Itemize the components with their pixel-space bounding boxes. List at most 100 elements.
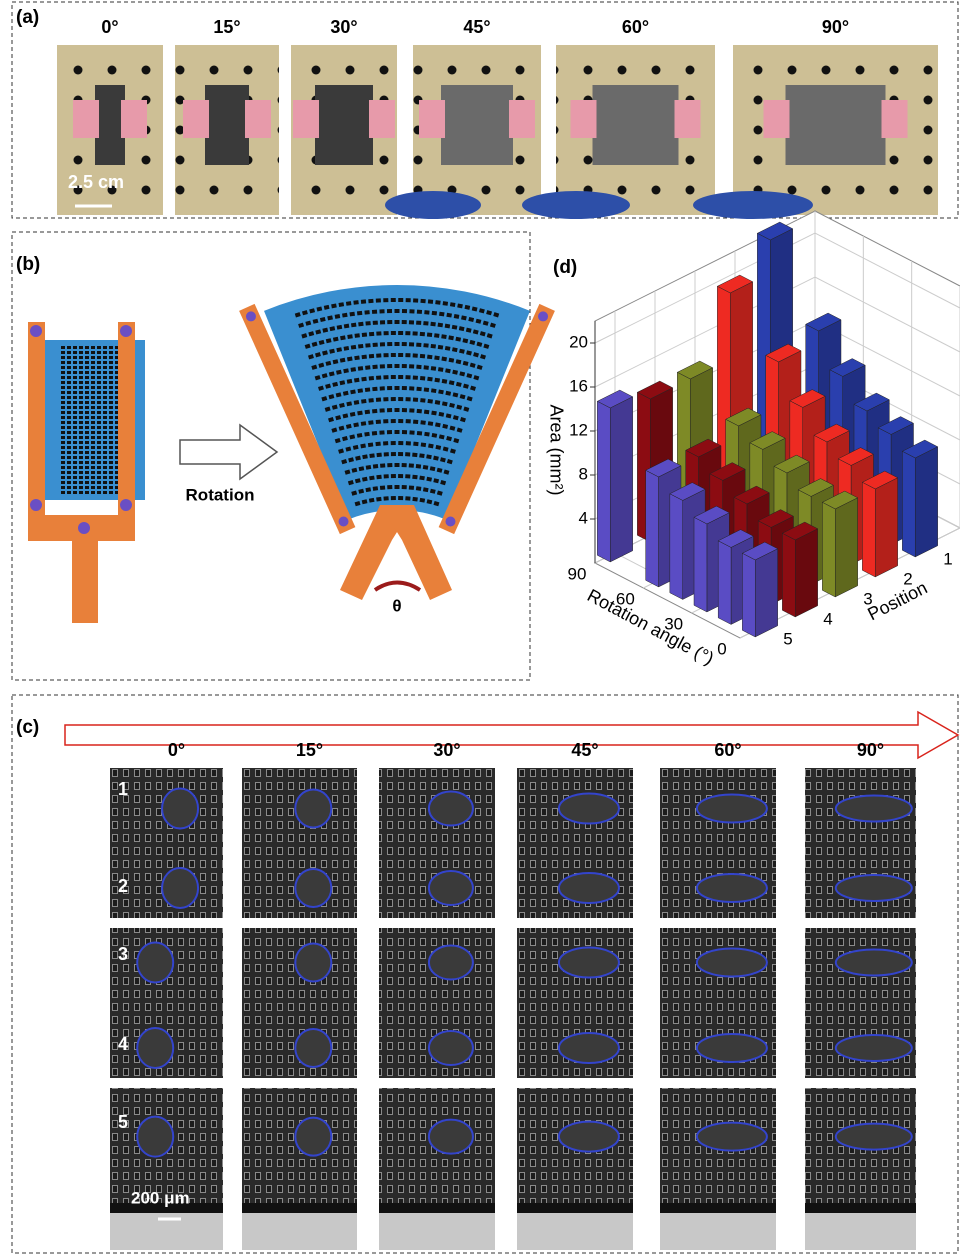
slot bbox=[409, 386, 414, 390]
panel-label: (b) bbox=[16, 254, 40, 275]
slot bbox=[344, 346, 350, 351]
substrate-light bbox=[805, 1213, 916, 1250]
slot bbox=[395, 309, 400, 313]
droplet bbox=[697, 874, 767, 902]
slot bbox=[446, 313, 452, 318]
droplet bbox=[836, 1035, 912, 1061]
position-label: 2 bbox=[118, 876, 128, 896]
slot bbox=[441, 357, 447, 362]
slot bbox=[391, 452, 396, 456]
panel-b-diagram: Rotation θ bbox=[28, 285, 548, 623]
slot bbox=[351, 323, 356, 328]
slot bbox=[445, 346, 451, 351]
slot bbox=[435, 300, 440, 305]
slot bbox=[391, 496, 396, 500]
slot bbox=[376, 475, 381, 480]
z-tick-label: 8 bbox=[579, 464, 588, 483]
z-tick-label: 12 bbox=[569, 420, 588, 439]
slot bbox=[431, 411, 437, 416]
slot bbox=[372, 310, 377, 314]
slot bbox=[380, 386, 385, 390]
droplet bbox=[559, 1033, 619, 1063]
angle-arc bbox=[375, 583, 420, 591]
panel-label: (d) bbox=[553, 257, 577, 278]
clamp bbox=[571, 100, 597, 138]
slot bbox=[402, 386, 407, 390]
slot bbox=[372, 365, 377, 369]
substrate-light bbox=[379, 1213, 495, 1250]
y-tick-label: 4 bbox=[823, 609, 832, 628]
slot bbox=[380, 342, 385, 346]
slot bbox=[380, 364, 385, 368]
position-label: 1 bbox=[118, 779, 128, 799]
slot bbox=[376, 298, 381, 302]
substrate-light bbox=[517, 1213, 633, 1250]
clamp bbox=[245, 100, 271, 138]
slot bbox=[428, 444, 434, 449]
droplet bbox=[429, 871, 473, 905]
frame-arm bbox=[118, 322, 135, 522]
glove bbox=[385, 191, 481, 219]
slot bbox=[368, 299, 373, 303]
slot bbox=[391, 331, 396, 335]
arrow bbox=[180, 425, 277, 479]
slot bbox=[424, 432, 430, 437]
slot bbox=[398, 452, 403, 456]
slot bbox=[438, 345, 444, 350]
slot bbox=[380, 485, 385, 489]
slot bbox=[383, 496, 388, 500]
slot bbox=[419, 476, 425, 481]
bar bbox=[742, 542, 777, 637]
slot bbox=[438, 367, 444, 372]
sample bbox=[205, 85, 249, 165]
bar-face bbox=[822, 502, 835, 597]
slot bbox=[413, 442, 418, 446]
slot bbox=[428, 299, 433, 303]
slot bbox=[354, 355, 360, 360]
slot bbox=[409, 485, 414, 489]
direction-arrow bbox=[65, 712, 958, 758]
slot bbox=[376, 375, 381, 379]
bar-face bbox=[862, 482, 875, 577]
slot bbox=[365, 321, 370, 325]
slot bbox=[387, 463, 392, 467]
droplet bbox=[162, 868, 198, 908]
slot bbox=[362, 355, 367, 360]
slot bbox=[383, 353, 388, 357]
pin bbox=[246, 311, 256, 321]
slot bbox=[413, 420, 418, 424]
slot bbox=[398, 474, 403, 478]
slot bbox=[450, 302, 456, 307]
slot bbox=[412, 475, 417, 480]
angle-label: 60° bbox=[622, 17, 649, 37]
angle-label: 0° bbox=[168, 740, 185, 760]
slot bbox=[357, 311, 362, 316]
slot bbox=[364, 310, 369, 314]
z-tick-label: 16 bbox=[569, 376, 588, 395]
slot bbox=[383, 375, 388, 379]
slot bbox=[347, 334, 353, 339]
slot bbox=[391, 353, 396, 357]
slot bbox=[398, 496, 403, 500]
position-label: 5 bbox=[118, 1112, 128, 1132]
slot bbox=[434, 355, 440, 360]
droplet bbox=[137, 1028, 173, 1068]
slot bbox=[427, 377, 432, 382]
slot bbox=[420, 420, 425, 425]
slot bbox=[395, 408, 400, 412]
slot bbox=[419, 453, 424, 458]
slot bbox=[376, 353, 381, 357]
slot bbox=[431, 344, 436, 349]
slot bbox=[376, 331, 381, 335]
slot bbox=[383, 298, 388, 302]
bar-face bbox=[597, 401, 610, 562]
panel-d: 481216200306090012345(d)Area (mm²)Rotati… bbox=[546, 211, 960, 669]
slot bbox=[435, 400, 441, 405]
slot bbox=[413, 375, 418, 379]
slot bbox=[424, 365, 429, 370]
slot bbox=[369, 376, 374, 380]
slot bbox=[387, 320, 392, 324]
slot bbox=[383, 441, 388, 445]
slot bbox=[402, 463, 407, 467]
sample bbox=[593, 85, 679, 165]
